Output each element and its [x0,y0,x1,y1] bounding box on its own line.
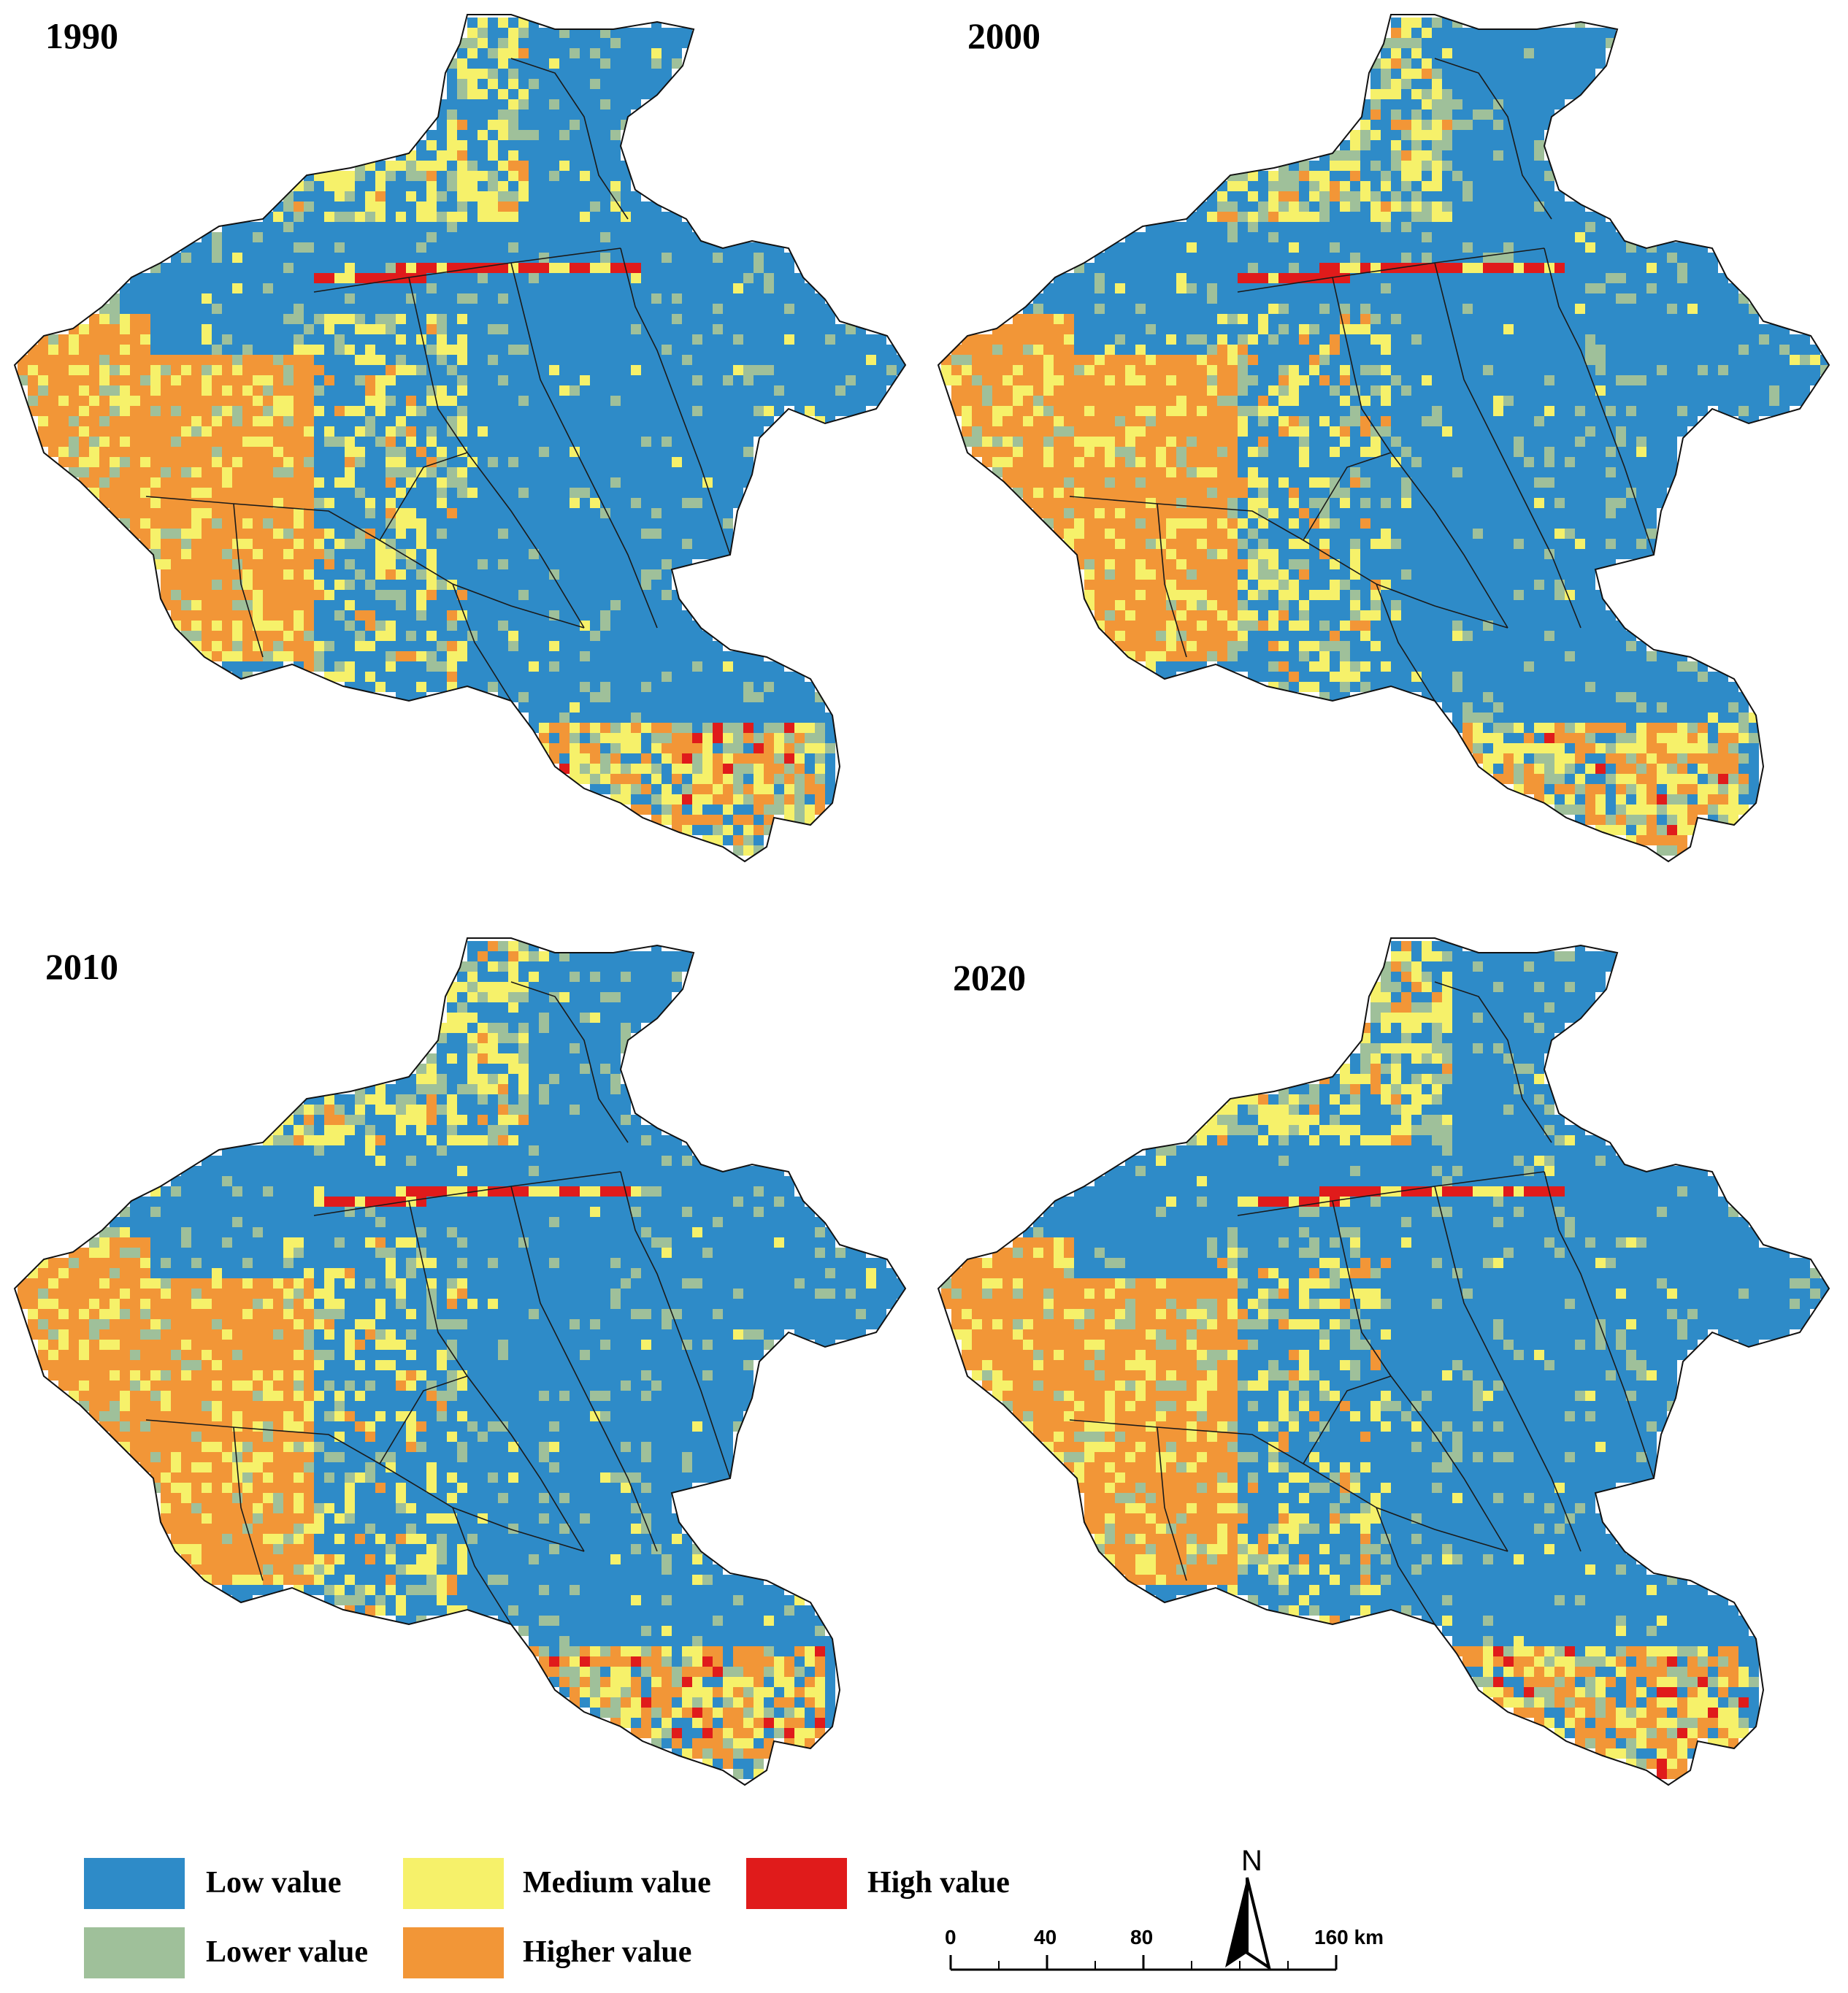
admin-boundary [452,583,512,702]
admin-boundary [379,1375,468,1464]
admin-boundary [1157,503,1187,658]
raster-cells [18,18,905,856]
admin-boundary [379,452,468,541]
legend-label-higher: Higher value [523,1935,692,1969]
admin-boundary [313,1171,621,1216]
admin-boundary [233,1426,264,1581]
map-panel-2010: 2010 [0,923,924,1843]
admin-boundary [1434,262,1581,629]
year-label: 2010 [45,946,118,987]
admin-boundary [1544,247,1655,556]
admin-boundary [313,247,621,293]
legend-label-high: High value [867,1866,1010,1900]
year-label: 2000 [967,15,1040,56]
legend-label-medium: Medium value [523,1866,711,1900]
scale-tick-0: 0 [945,1926,956,1948]
map-2020 [937,937,1830,1786]
legend-swatch-lower [84,1927,185,1978]
legend-swatch-medium [403,1858,504,1909]
admin-boundary [620,1171,731,1479]
admin-boundary [452,1507,512,1625]
admin-boundary [620,247,731,556]
province-outline [937,937,1830,1786]
admin-boundary [1434,58,1552,220]
raster-cells [941,941,1829,1779]
admin-boundary [1544,1171,1655,1479]
admin-boundary [510,1186,658,1552]
admin-boundary [1237,247,1545,293]
map-2000 [937,14,1830,863]
scale-tick-40: 40 [1034,1926,1057,1948]
map-panel-1990: 1990 [0,0,924,920]
map-2010 [13,937,907,1786]
year-label: 2020 [953,957,1026,998]
admin-boundary [1434,981,1552,1143]
map-1990 [13,14,907,863]
admin-boundary [510,262,658,629]
province-outline [13,14,907,863]
scale-tick-80: 80 [1130,1926,1154,1948]
admin-boundary [510,981,629,1143]
north-arrow-icon: N [949,1845,1338,1971]
raster-cells [18,941,905,1779]
north-label: N [1241,1845,1262,1877]
legend-swatch-high [746,1858,847,1909]
legend-label-low: Low value [206,1866,342,1900]
legend: Low value Lower value Medium value Highe… [0,1810,1848,1993]
map-panel-2020: 2020 [924,923,1847,1843]
scale-and-north: N 0 40 80 160 km [942,1840,1424,1986]
map-panel-2000: 2000 [924,0,1847,920]
legend-label-lower: Lower value [206,1935,369,1969]
province-outline [937,14,1830,863]
admin-boundary [1303,452,1392,541]
admin-boundary [1303,1375,1392,1464]
admin-boundary [1434,1186,1581,1552]
legend-swatch-low [84,1858,185,1909]
admin-boundary [1376,583,1435,702]
legend-swatch-higher [403,1927,504,1978]
admin-boundary [233,503,264,658]
raster-cells [941,18,1829,856]
admin-boundary [1157,1426,1187,1581]
province-outline [13,937,907,1786]
admin-boundary [1376,1507,1435,1625]
admin-boundary [510,58,629,220]
admin-boundary [1237,1171,1545,1216]
year-label: 1990 [45,15,118,56]
scale-tick-160: 160 km [1314,1926,1384,1948]
